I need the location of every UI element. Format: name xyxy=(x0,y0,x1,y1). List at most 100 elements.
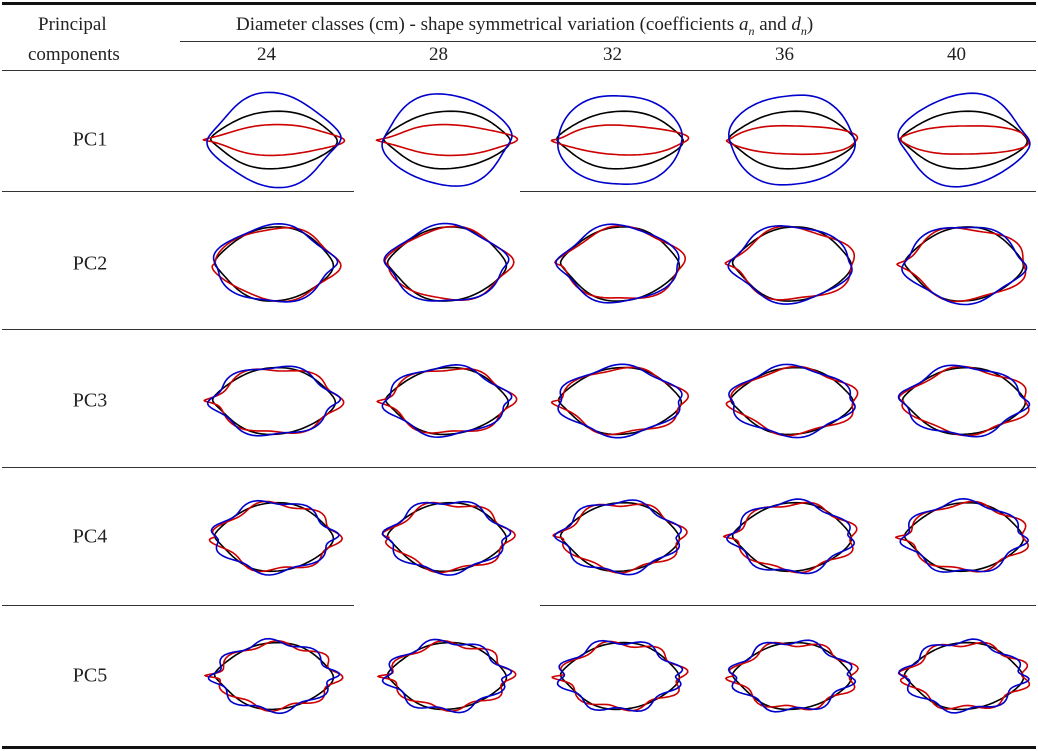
minus-variation-outline xyxy=(727,639,857,713)
diameter-class-28: 28 xyxy=(429,44,448,65)
plus-variation-outline xyxy=(202,123,346,157)
mean-outline xyxy=(555,110,685,170)
bottom-rule xyxy=(2,746,1036,749)
plus-variation-outline xyxy=(376,367,518,434)
shape-cell-pc3-d24 xyxy=(203,365,345,437)
row-label-pc5: PC5 xyxy=(72,664,108,687)
mean-outline xyxy=(209,110,339,170)
shape-cell-pc1-d40 xyxy=(897,92,1031,188)
header-bottom-rule xyxy=(2,70,1036,71)
stub-header-line2: components xyxy=(28,44,120,65)
plus-variation-outline xyxy=(375,123,519,157)
shape-cell-pc1-d32 xyxy=(550,95,690,185)
row-rule-1b xyxy=(520,191,1036,192)
coef-a-sub: n xyxy=(748,23,755,38)
row-label-pc1: PC1 xyxy=(72,128,108,151)
plus-variation-outline xyxy=(552,503,688,574)
plus-variation-outline xyxy=(898,365,1030,437)
mean-outline xyxy=(731,501,853,573)
shape-cell-pc1-d36 xyxy=(725,94,859,186)
plus-variation-outline xyxy=(208,500,344,573)
row-rule-3 xyxy=(2,467,1036,468)
plus-variation-outline xyxy=(550,366,690,436)
mean-outline xyxy=(731,641,853,711)
minus-variation-outline xyxy=(381,93,513,187)
row-rule-4a xyxy=(2,605,354,606)
shape-cell-pc2-d36 xyxy=(724,224,856,305)
minus-variation-outline xyxy=(210,499,340,576)
diameter-class-24: 24 xyxy=(257,44,276,65)
plus-variation-outline xyxy=(211,226,342,303)
diameter-class-32: 32 xyxy=(603,44,622,65)
diameter-class-36: 36 xyxy=(775,44,794,65)
shape-cell-pc2-d40 xyxy=(896,226,1028,306)
shape-cell-pc1-d28 xyxy=(375,93,519,187)
row-rule-4b xyxy=(540,605,1036,606)
minus-variation-outline xyxy=(727,224,853,305)
and-text: and xyxy=(754,14,792,35)
plus-variation-outline xyxy=(724,225,856,301)
row-label-pc2: PC2 xyxy=(72,252,108,275)
group-header: Diameter classes (cm) - shape symmetrica… xyxy=(236,14,813,42)
minus-variation-outline xyxy=(381,363,513,439)
shape-cell-pc2-d32 xyxy=(554,223,687,304)
row-label-pc3: PC3 xyxy=(72,389,108,412)
mean-outline xyxy=(382,110,512,170)
coef-d: d xyxy=(791,14,801,35)
shape-cell-pc4-d28 xyxy=(381,500,516,576)
plus-variation-outline xyxy=(376,639,517,713)
minus-variation-outline xyxy=(206,365,342,437)
shape-cell-pc3-d32 xyxy=(550,363,690,439)
stub-header-line1: Principal xyxy=(38,14,107,35)
plus-variation-outline xyxy=(203,639,344,713)
plus-variation-outline xyxy=(897,641,1031,710)
shape-cell-pc3-d28 xyxy=(376,363,518,439)
shape-cell-pc2-d24 xyxy=(211,222,342,303)
coef-a: a xyxy=(738,14,749,35)
minus-variation-outline xyxy=(726,498,856,575)
minus-variation-outline xyxy=(898,638,1030,714)
shape-cell-pc5-d36 xyxy=(724,639,859,713)
shape-cell-pc5-d24 xyxy=(203,637,344,715)
minus-variation-outline xyxy=(727,94,857,186)
minus-variation-outline xyxy=(899,497,1029,573)
shape-cell-pc4-d24 xyxy=(208,499,344,576)
mean-outline xyxy=(559,226,681,302)
minus-variation-outline xyxy=(897,364,1031,438)
plus-variation-outline xyxy=(725,365,859,437)
minus-variation-outline xyxy=(207,637,341,715)
mean-outline xyxy=(899,110,1029,170)
plus-variation-outline xyxy=(724,641,859,711)
minus-variation-outline xyxy=(556,95,684,185)
minus-variation-outline xyxy=(556,639,684,713)
plus-variation-outline xyxy=(898,125,1030,155)
minus-variation-outline xyxy=(728,363,856,439)
shape-cell-pc1-d24 xyxy=(202,91,346,189)
plus-variation-outline xyxy=(381,501,516,574)
shape-cell-pc2-d28 xyxy=(383,222,515,302)
mean-outline xyxy=(727,110,857,170)
group-header-rule xyxy=(180,41,1036,42)
shape-cell-pc5-d32 xyxy=(551,639,689,713)
group-title-text: Diameter classes (cm) - shape symmetrica… xyxy=(236,14,739,35)
shape-cell-pc4-d40 xyxy=(894,497,1030,573)
plus-variation-outline xyxy=(894,500,1030,573)
minus-variation-outline xyxy=(381,500,512,576)
top-rule xyxy=(2,2,1036,5)
minus-variation-outline xyxy=(212,222,339,303)
plus-variation-outline xyxy=(550,124,690,156)
shape-cell-pc4-d32 xyxy=(552,499,688,576)
plus-variation-outline xyxy=(725,124,859,156)
coef-d-sub: n xyxy=(800,23,807,38)
shape-cell-pc5-d40 xyxy=(897,638,1031,714)
minus-variation-outline xyxy=(206,91,342,189)
diameter-class-40: 40 xyxy=(947,44,966,65)
mean-outline xyxy=(386,501,508,573)
minus-variation-outline xyxy=(897,92,1031,188)
minus-variation-outline xyxy=(901,226,1028,306)
close-paren: ) xyxy=(806,14,814,35)
minus-variation-outline xyxy=(555,223,680,304)
minus-variation-outline xyxy=(557,363,683,439)
